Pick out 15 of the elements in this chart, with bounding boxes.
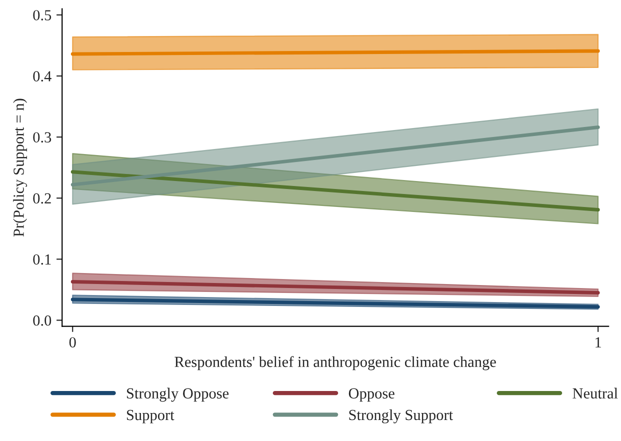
y-tick-label: 0.4 <box>33 71 52 82</box>
x-axis-title: Respondents' belief in anthropogenic climate change <box>174 356 496 370</box>
y-tick-label: 0.0 <box>33 315 52 326</box>
x-tick-label: 1 <box>596 337 601 348</box>
legend-label: Strongly Support <box>349 409 453 424</box>
legend-label: Neutral <box>572 388 618 399</box>
y-tick-label: 0.2 <box>33 193 51 204</box>
legend-label: Support <box>126 410 174 424</box>
y-axis-title: Pr(Policy Support = n) <box>13 98 28 237</box>
legend-label: Strongly Oppose <box>126 388 229 402</box>
x-tick-label: 0 <box>69 337 76 348</box>
y-tick-label: 0.1 <box>33 254 51 265</box>
y-tick-label: 0.5 <box>33 10 52 20</box>
y-tick-label: 0.3 <box>33 132 52 143</box>
legend-label: Oppose <box>348 388 394 402</box>
